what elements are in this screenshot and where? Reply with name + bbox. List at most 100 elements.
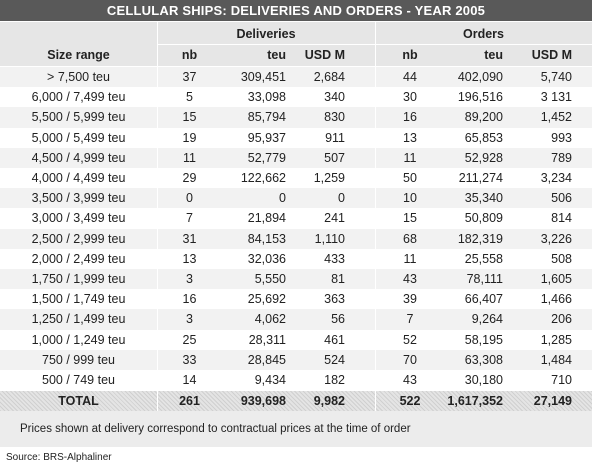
table-cell: 14 [182,373,197,387]
table-cell: 33,098 [247,90,286,105]
table-cell: 63,308 [464,352,503,367]
table-cell: 1,750 / 1,999 teu [31,272,126,286]
table-cell: 70 [403,352,417,367]
table-cell: 814 [551,211,572,226]
column-header: nb [402,48,418,62]
table-cell: 15 [403,211,417,226]
table-cell: 29 [182,171,197,185]
table-cell: 32,036 [247,251,286,266]
table-cell: 182 [324,373,345,387]
table-cell: 56 [331,312,345,327]
column-header: USD M [304,48,345,62]
table-cell: 78,111 [466,272,503,286]
table-cell: 4,000 / 4,499 teu [31,171,126,185]
table-cell: 340 [324,90,345,105]
source: Source: BRS-Alphaliner [6,452,112,463]
total-cell: 9,982 [313,394,345,409]
table-cell: 43 [403,373,417,387]
table-cell: 507 [324,150,345,165]
table-cell: 84,153 [247,231,286,246]
table-cell: 66,407 [464,292,503,307]
table-cell: 13 [182,251,197,266]
table-cell: 3,234 [540,171,572,185]
row-background [0,349,592,370]
table-cell: 3,000 / 3,499 teu [31,211,126,226]
table-cell: 4,500 / 4,999 teu [31,150,126,165]
table-cell: 19 [182,130,197,145]
row-background [0,147,592,168]
column-header: teu [484,48,503,62]
table-title: CELLULAR SHIPS: DELIVERIES AND ORDERS - … [0,0,592,21]
table-cell: 33 [182,352,197,367]
table-cell: 31 [182,231,197,246]
table-cell: 21,894 [247,211,286,226]
table-cell: 1,500 / 1,749 teu [31,292,126,307]
table-cell: 830 [324,110,345,125]
table-cell: 789 [551,150,572,165]
total-background [0,391,592,412]
table-cell: 508 [551,251,572,266]
table-cell: 50,809 [464,211,503,226]
table-cell: 1,000 / 1,249 teu [31,332,126,347]
table-cell: 1,466 [540,292,572,307]
table-cell: 461 [324,332,345,347]
table-cell: 2,684 [313,70,345,84]
table-cell: 1,452 [540,110,572,125]
total-cell: TOTAL [58,394,99,409]
table-cell: 524 [324,352,345,367]
table-cell: 95,937 [247,130,286,145]
footnote: Prices shown at delivery correspond to c… [0,411,592,447]
table-cell: 5,000 / 5,499 teu [31,130,126,145]
total-cell: 939,698 [240,394,286,409]
total-cell: 1,617,352 [447,394,503,409]
group-header: Orders [463,27,504,41]
table-cell: 50 [403,171,417,185]
table-cell: 11 [403,251,417,266]
table-cell: 52,779 [247,150,286,165]
table-cell: 85,794 [247,110,286,125]
table-cell: 1,285 [540,332,572,347]
table-cell: 5,740 [540,70,572,84]
table-cell: 6,000 / 7,499 teu [31,90,126,105]
table-cell: 309,451 [240,70,286,84]
table-cell: > 7,500 teu [47,70,110,84]
table-cell: 43 [403,272,417,286]
table-cell: 122,662 [240,171,286,185]
table-cell: 11 [403,150,417,165]
table-cell: 37 [182,70,197,84]
table-cell: 3,500 / 3,999 teu [31,191,126,206]
table-cell: 9,264 [471,312,503,327]
table-cell: 44 [403,70,417,84]
group-header: Deliveries [236,27,296,41]
row-background [0,309,592,330]
table-cell: 2,500 / 2,999 teu [31,231,126,246]
table-cell: 911 [325,130,345,145]
total-cell: 261 [179,394,200,409]
table-cell: 25 [182,332,197,347]
table-cell: 16 [403,110,417,125]
table-cell: 39 [403,292,417,307]
table-cell: 89,200 [464,110,503,125]
column-divider [375,22,376,412]
table-cell: 65,853 [464,130,503,145]
table-cell: 500 / 749 teu [42,373,115,387]
total-cell: 27,149 [533,394,572,409]
table-cell: 7 [406,312,414,327]
table-cell: 4,062 [254,312,286,327]
table-cell: 993 [551,130,572,145]
table-cell: 25,558 [464,251,503,266]
group-divider [157,44,592,45]
table-cell: 506 [551,191,572,206]
table-cell: 363 [324,292,345,307]
table-cell: 1,484 [540,352,572,367]
table-cell: 241 [324,211,345,226]
table-cell: 10 [403,191,417,206]
table-cell: 11 [183,150,196,165]
table-cell: 30 [403,90,417,105]
table-cell: 35,340 [464,191,503,206]
table-cell: 15 [182,110,197,125]
table-cell: 3 [186,312,193,327]
table-cell: 5,500 / 5,999 teu [31,110,126,125]
row-background [0,67,592,88]
table-cell: 13 [403,130,417,145]
